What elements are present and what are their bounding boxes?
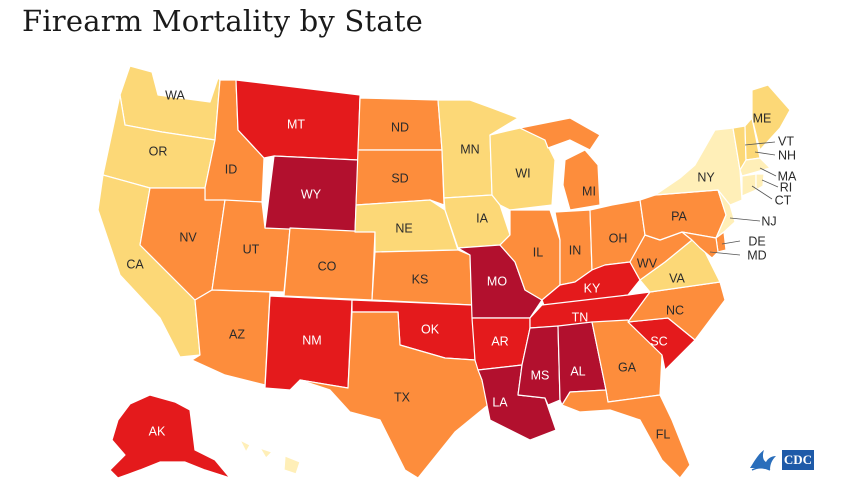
label-in: IN: [569, 243, 582, 257]
state-ak[interactable]: [109, 394, 231, 478]
label-nm: NM: [302, 333, 321, 347]
label-ky: KY: [584, 281, 601, 295]
state-md[interactable]: [681, 231, 719, 259]
label-id: ID: [225, 162, 238, 176]
label-wy: WY: [301, 187, 322, 201]
label-nc: NC: [666, 303, 684, 317]
label-ak: AK: [149, 424, 166, 438]
label-nj: NJ: [761, 214, 776, 228]
label-sc: SC: [650, 334, 667, 348]
label-pa: PA: [671, 209, 687, 223]
label-ma: MA: [778, 169, 797, 183]
label-sd: SD: [391, 171, 408, 185]
label-ri: RI: [780, 180, 793, 194]
state-il[interactable]: [499, 209, 561, 301]
label-ar: AR: [491, 334, 508, 348]
label-ga: GA: [618, 360, 637, 374]
label-mn: MN: [460, 142, 479, 156]
label-ut: UT: [243, 242, 260, 256]
label-wi: WI: [515, 166, 530, 180]
label-ny: NY: [697, 170, 715, 184]
label-mo: MO: [487, 274, 507, 288]
state-ct[interactable]: [741, 173, 757, 197]
state-sd[interactable]: [355, 149, 445, 206]
state-ri[interactable]: [755, 173, 765, 191]
label-ms: MS: [531, 368, 550, 382]
label-co: CO: [318, 259, 337, 273]
label-ok: OK: [421, 322, 440, 336]
label-ca: CA: [126, 257, 144, 271]
cdc-logo-box: [782, 450, 814, 470]
state-tx[interactable]: [299, 311, 489, 478]
cdc-logo[interactable]: CDC: [746, 446, 816, 474]
hhs-eagle-icon: [750, 450, 776, 471]
callout-lines: [709, 141, 779, 256]
label-vt: VT: [778, 134, 794, 148]
label-fl: FL: [656, 427, 671, 441]
label-wa: WA: [165, 88, 185, 102]
label-oh: OH: [609, 231, 628, 245]
page-title: Firearm Mortality by State: [22, 4, 424, 38]
label-va: VA: [669, 271, 685, 285]
label-al: AL: [570, 364, 585, 378]
state-fl[interactable]: [561, 389, 691, 478]
state-hi[interactable]: [239, 439, 301, 475]
label-az: AZ: [229, 327, 245, 341]
label-ks: KS: [412, 272, 429, 286]
label-nd: ND: [391, 120, 409, 134]
state-ma[interactable]: [739, 157, 771, 177]
label-me: ME: [753, 111, 772, 125]
label-tx: TX: [394, 390, 411, 404]
label-ia: IA: [476, 211, 488, 225]
label-or: OR: [149, 144, 168, 158]
label-la: LA: [492, 395, 508, 409]
label-tn: TN: [572, 310, 589, 324]
label-md: MD: [747, 248, 766, 262]
state-labels: WA OR CA ID NV UT AZ MT WY CO NM ND SD N…: [126, 88, 797, 441]
label-wv: WV: [637, 256, 658, 270]
state-me[interactable]: [751, 84, 791, 151]
label-ne: NE: [395, 221, 412, 235]
label-ct: CT: [775, 193, 792, 207]
label-de: DE: [748, 234, 765, 248]
label-il: IL: [533, 245, 543, 259]
label-nv: NV: [179, 230, 197, 244]
state-mi[interactable]: [519, 117, 601, 211]
label-mi: MI: [582, 184, 596, 198]
label-nh: NH: [778, 148, 796, 162]
cdc-logo-text: CDC: [784, 452, 812, 467]
label-mt: MT: [287, 117, 305, 131]
